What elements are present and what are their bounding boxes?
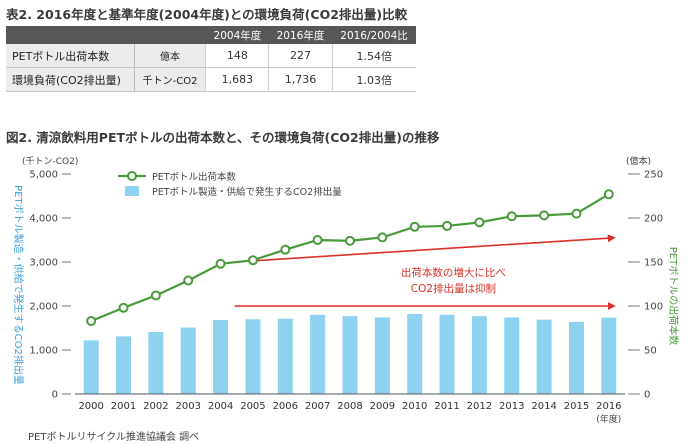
table-header-ratio: 2016/2004比 bbox=[332, 26, 416, 44]
x-tick-label-2003: 2003 bbox=[176, 401, 201, 412]
cell-shipments-2016: 227 bbox=[268, 44, 333, 68]
row-unit-shipments: 億本 bbox=[133, 44, 206, 68]
x-tick-label-2016: 2016 bbox=[596, 401, 621, 412]
bar-2013 bbox=[504, 317, 520, 394]
legend-line-marker bbox=[127, 171, 137, 181]
bar-2015 bbox=[568, 321, 584, 394]
shipments-line bbox=[90, 193, 610, 322]
shipments-point-2015 bbox=[571, 208, 582, 219]
bar-2004 bbox=[213, 319, 229, 394]
bar-2010 bbox=[407, 313, 423, 394]
shipments-point-2014 bbox=[539, 210, 550, 221]
x-unit-label: (年度) bbox=[596, 413, 621, 425]
x-tick-label-2002: 2002 bbox=[143, 401, 168, 412]
left-tick-label: 0 bbox=[52, 390, 58, 401]
cell-co2-2004: 1,683 bbox=[205, 67, 269, 92]
cell-co2-ratio: 1.03倍 bbox=[331, 67, 416, 92]
comparison-table: 2004年度 2016年度 2016/2004比 PETボトル出荷本数 億本 1… bbox=[6, 26, 416, 92]
legend-shipments-label: PETボトル出荷本数 bbox=[152, 171, 237, 183]
x-tick-label-2011: 2011 bbox=[434, 401, 459, 412]
cell-shipments-ratio: 1.54倍 bbox=[331, 44, 416, 68]
x-tick-label-2004: 2004 bbox=[208, 401, 233, 412]
shipments-point-2012 bbox=[474, 217, 485, 228]
shipments-point-2008 bbox=[345, 235, 355, 246]
x-tick-label-2012: 2012 bbox=[467, 401, 492, 412]
left-axis-title: PETボトル製造・供給で発生するCO2排出量 bbox=[12, 185, 25, 385]
shipments-point-2016 bbox=[603, 189, 614, 200]
x-tick-label-2013: 2013 bbox=[499, 401, 524, 412]
right-axis-unit: (億本) bbox=[626, 155, 651, 167]
shipments-point-2010 bbox=[409, 221, 420, 232]
bar-2005 bbox=[245, 319, 261, 394]
table-header-row: 2004年度 2016年度 2016/2004比 bbox=[6, 26, 416, 44]
table-title: 表2. 2016年度と基準年度(2004年度)との環境負荷(CO2排出量)比較 bbox=[6, 7, 408, 22]
right-tick-label: 0 bbox=[644, 390, 650, 401]
annotation-line-2: CO2排出量は抑制 bbox=[411, 282, 496, 295]
figure-title: 図2. 清涼飲料用PETボトルの出荷本数と、その環境負荷(CO2排出量)の推移 bbox=[6, 130, 440, 145]
shipments-point-2013 bbox=[506, 211, 517, 222]
table-header-blank bbox=[6, 26, 206, 44]
x-tick-label-2001: 2001 bbox=[111, 401, 136, 412]
source-note: PETボトルリサイクル推進協議会 調べ bbox=[28, 432, 200, 443]
bar-2000 bbox=[83, 340, 99, 394]
x-tick-label-2006: 2006 bbox=[273, 401, 298, 412]
left-tick-label: 2,000 bbox=[29, 302, 58, 313]
shipments-point-2004 bbox=[215, 258, 226, 269]
right-tick-label: 250 bbox=[644, 170, 663, 181]
bar-2011 bbox=[439, 314, 455, 394]
x-tick-label-2015: 2015 bbox=[564, 401, 589, 412]
left-axis-unit: (千トン-CO2) bbox=[22, 156, 78, 167]
left-tick-label: 4,000 bbox=[29, 214, 58, 225]
table-header-2016: 2016年度 bbox=[268, 26, 333, 44]
x-tick-label-2008: 2008 bbox=[337, 401, 362, 412]
bar-2001 bbox=[116, 336, 132, 394]
right-tick-label: 100 bbox=[644, 302, 663, 313]
shipments-point-2003 bbox=[183, 275, 194, 286]
bar-2009 bbox=[374, 317, 390, 394]
bar-2006 bbox=[277, 318, 293, 394]
bar-2014 bbox=[536, 319, 552, 394]
x-tick-label-2005: 2005 bbox=[240, 401, 265, 412]
x-tick-label-2014: 2014 bbox=[531, 401, 556, 412]
shipments-point-2000 bbox=[86, 315, 97, 326]
cell-co2-2016: 1,736 bbox=[268, 67, 333, 92]
table-row: PETボトル出荷本数 億本 148 227 1.54倍 bbox=[6, 44, 416, 68]
table-header-2004: 2004年度 bbox=[205, 26, 269, 44]
shipments-point-2001 bbox=[118, 302, 129, 313]
bar-2016 bbox=[601, 317, 617, 394]
left-tick-label: 1,000 bbox=[29, 346, 58, 357]
table-row: 環境負荷(CO2排出量) 千トン-CO2 1,683 1,736 1.03倍 bbox=[6, 67, 416, 92]
bar-2008 bbox=[342, 316, 358, 394]
bar-2003 bbox=[180, 327, 196, 394]
right-tick-label: 150 bbox=[644, 258, 663, 269]
annotation-arrow-1 bbox=[234, 234, 616, 263]
shipments-point-2005 bbox=[247, 255, 258, 266]
legend-bar-swatch bbox=[125, 186, 139, 196]
x-tick-label-2000: 2000 bbox=[78, 401, 103, 412]
x-tick-label-2007: 2007 bbox=[305, 401, 330, 412]
right-tick-label: 50 bbox=[644, 346, 657, 357]
left-tick-label: 3,000 bbox=[29, 258, 58, 269]
row-label-co2: 環境負荷(CO2排出量) bbox=[6, 67, 135, 92]
bar-2007 bbox=[310, 314, 326, 394]
bar-2002 bbox=[148, 331, 164, 394]
shipments-point-2011 bbox=[442, 220, 453, 231]
shipments-point-2006 bbox=[280, 244, 291, 255]
row-unit-co2: 千トン-CO2 bbox=[133, 67, 206, 92]
right-tick-label: 200 bbox=[644, 214, 663, 225]
x-tick-label-2010: 2010 bbox=[402, 401, 427, 412]
shipments-point-2007 bbox=[312, 235, 323, 245]
shipments-point-2009 bbox=[377, 232, 388, 243]
left-tick-label: 5,000 bbox=[29, 170, 58, 181]
shipments-point-2002 bbox=[150, 290, 161, 301]
bar-2012 bbox=[471, 316, 487, 394]
x-tick-label-2009: 2009 bbox=[370, 401, 395, 412]
annotation-line-1: 出荷本数の増大に比べ bbox=[401, 266, 506, 279]
right-axis-title: PETボトルの出荷本数 bbox=[667, 247, 680, 345]
cell-shipments-2004: 148 bbox=[205, 44, 269, 68]
row-label-shipments: PETボトル出荷本数 bbox=[6, 44, 135, 68]
legend-co2-label: PETボトル製造・供給で発生するCO2排出量 bbox=[152, 186, 342, 198]
